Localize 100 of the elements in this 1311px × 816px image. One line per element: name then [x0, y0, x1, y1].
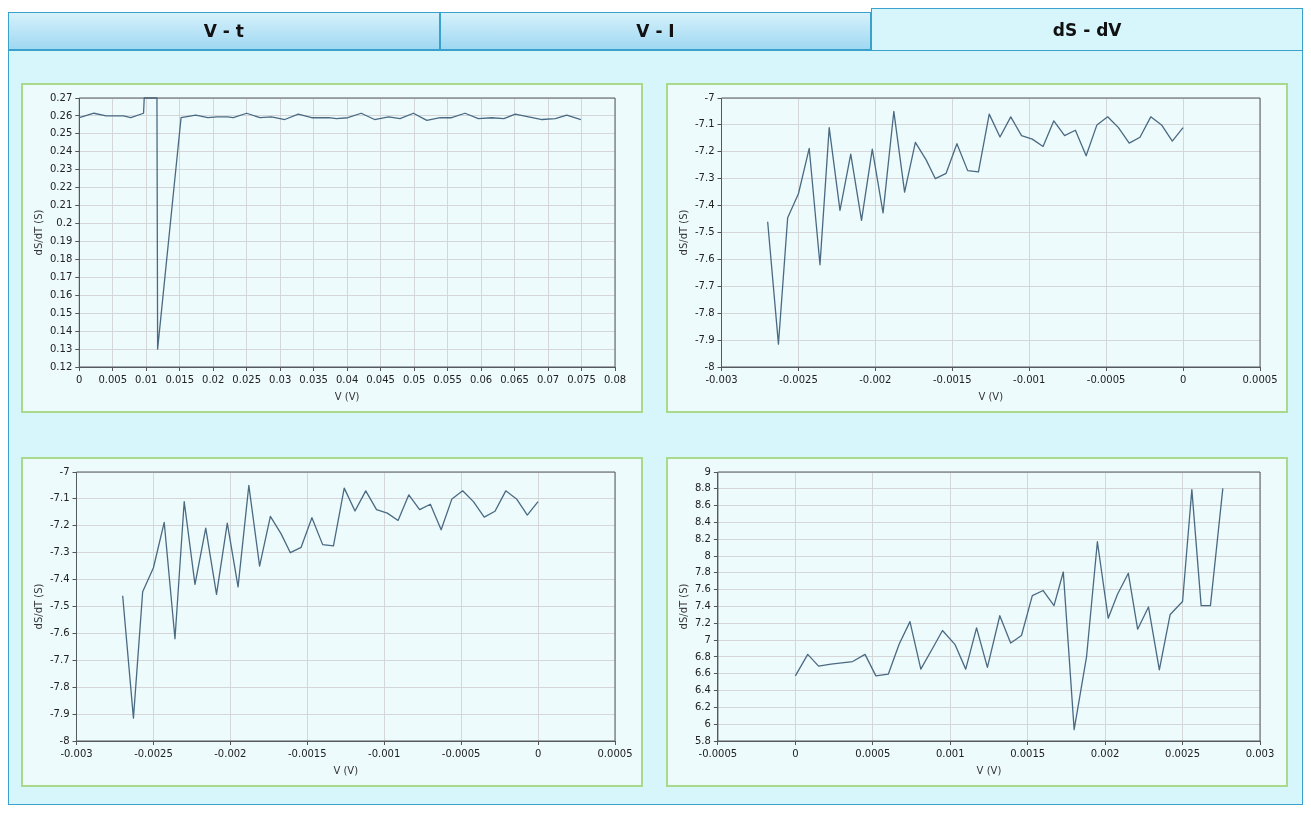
- y-tick-label: -7.5: [50, 600, 70, 612]
- y-tick-label: 6.2: [695, 700, 711, 712]
- x-tick-label: 0.075: [567, 373, 596, 385]
- x-tick-label: 0.05: [402, 373, 426, 385]
- y-tick-label: -7.4: [695, 199, 715, 211]
- x-tick-label: -0.001: [1013, 373, 1046, 385]
- y-tick-label: 7.4: [695, 600, 711, 612]
- y-tick-label: -7.4: [50, 573, 70, 585]
- x-tick-label: -0.0005: [698, 747, 738, 759]
- y-tick-label: -7: [59, 465, 70, 477]
- x-tick-label: 0.002: [1090, 747, 1120, 759]
- text: dS - dV: [871, 8, 1304, 50]
- y-tick-label: 6: [704, 717, 711, 729]
- x-tick-label: 0.003: [1245, 747, 1275, 759]
- x-tick-label: 0.025: [232, 373, 261, 385]
- x-tick-label: 0.045: [366, 373, 395, 385]
- y-tick-label: -7.5: [695, 226, 715, 238]
- y-tick-label: 0.16: [50, 288, 73, 300]
- x-tick-label: 0: [534, 747, 542, 759]
- y-tick-label: -7.8: [695, 306, 715, 318]
- x-tick-label: 0: [1179, 373, 1187, 385]
- x-tick-label: 0.0005: [855, 747, 891, 759]
- x-tick-label: 0.015: [165, 373, 195, 385]
- y-tick-label: -7.2: [50, 519, 70, 531]
- y-tick-label: 8.2: [695, 532, 711, 544]
- x-tick-label: -0.001: [368, 747, 401, 759]
- x-tick-label: -0.002: [859, 373, 892, 385]
- y-tick-label: 8.6: [695, 499, 711, 511]
- y-tick-label: 7.2: [695, 616, 711, 628]
- y-tick-label: 0.21: [50, 199, 73, 211]
- y-tick-label: -7.9: [695, 333, 715, 345]
- y-tick-label: 0.12: [50, 360, 73, 372]
- x-tick-label: 0.0005: [1242, 373, 1278, 385]
- x-tick-label: 0.0005: [597, 747, 633, 759]
- y-tick-label: -7.1: [695, 118, 715, 130]
- y-tick-label: 0.2: [56, 217, 73, 229]
- y-tick-label: 0.24: [50, 145, 73, 157]
- y-axis-title: dS/dT (S): [677, 583, 689, 630]
- x-tick-label: -0.0015: [287, 747, 327, 759]
- y-tick-label: -7.1: [50, 492, 70, 504]
- x-tick-label: 0.01: [135, 373, 158, 385]
- y-tick-label: -7.6: [695, 252, 715, 264]
- y-tick-label: 0.27: [50, 91, 73, 103]
- x-tick-label: 0.04: [336, 373, 359, 385]
- y-tick-label: 5.8: [695, 734, 711, 746]
- x-tick-label: -0.0005: [441, 747, 481, 759]
- x-tick-label: 0: [792, 747, 799, 759]
- x-tick-label: 0.02: [202, 373, 225, 385]
- x-tick-label: 0.07: [536, 373, 560, 385]
- y-tick-label: 8.4: [695, 516, 711, 528]
- y-tick-label: 6.4: [695, 684, 711, 696]
- y-tick-label: 9: [704, 465, 711, 477]
- y-tick-label: 8: [704, 549, 711, 561]
- y-tick-label: -8: [59, 734, 70, 746]
- y-tick-label: -8: [704, 360, 715, 372]
- y-tick-label: -7.2: [695, 145, 715, 157]
- x-axis-title: V (V): [978, 390, 1004, 402]
- y-tick-label: 0.22: [50, 181, 73, 193]
- x-tick-label: 0.0015: [1010, 747, 1046, 759]
- y-tick-label: 0.14: [50, 324, 73, 336]
- x-tick-label: 0.0025: [1165, 747, 1201, 759]
- y-tick-label: -7.7: [50, 653, 70, 665]
- y-axis-title: dS/dT (S): [677, 209, 689, 256]
- y-tick-label: 0.25: [50, 127, 73, 139]
- x-tick-label: 0.08: [603, 373, 627, 385]
- x-tick-label: 0.065: [500, 373, 529, 385]
- y-tick-label: 0.18: [50, 252, 73, 264]
- x-tick-label: -0.0025: [134, 747, 173, 759]
- y-tick-label: -7: [704, 91, 715, 103]
- x-tick-label: 0.06: [469, 373, 493, 385]
- x-tick-label: -0.0025: [779, 373, 818, 385]
- y-tick-label: 6.8: [695, 650, 711, 662]
- y-tick-label: -7.3: [695, 172, 715, 184]
- y-axis-title: dS/dT (S): [32, 209, 44, 256]
- x-tick-label: 0.055: [433, 373, 462, 385]
- y-tick-label: 0.23: [50, 163, 73, 175]
- x-tick-label: -0.0005: [1086, 373, 1126, 385]
- y-tick-label: 0.13: [50, 342, 73, 354]
- x-tick-label: 0.035: [299, 373, 328, 385]
- text: V - t: [8, 12, 440, 50]
- x-axis-title: V (V): [976, 764, 1002, 776]
- y-tick-label: -7.9: [50, 707, 70, 719]
- x-tick-label: -0.003: [705, 373, 738, 385]
- y-tick-label: 0.15: [50, 306, 73, 318]
- x-tick-label: -0.002: [214, 747, 247, 759]
- x-tick-label: 0.03: [269, 373, 292, 385]
- x-tick-label: -0.003: [60, 747, 93, 759]
- y-tick-label: 7.8: [695, 566, 711, 578]
- y-tick-label: -7.3: [50, 546, 70, 558]
- y-tick-label: 7.6: [695, 583, 711, 595]
- x-tick-label: 0.001: [935, 747, 965, 759]
- x-tick-label: 0.005: [98, 373, 128, 385]
- y-axis-title: dS/dT (S): [32, 583, 44, 630]
- x-axis-title: V (V): [334, 390, 360, 402]
- y-tick-label: -7.8: [50, 680, 70, 692]
- y-tick-label: -7.7: [695, 279, 715, 291]
- text: V - I: [439, 12, 872, 50]
- y-tick-label: 0.26: [50, 109, 73, 121]
- x-axis-title: V (V): [333, 764, 359, 776]
- y-tick-label: -7.6: [50, 626, 70, 638]
